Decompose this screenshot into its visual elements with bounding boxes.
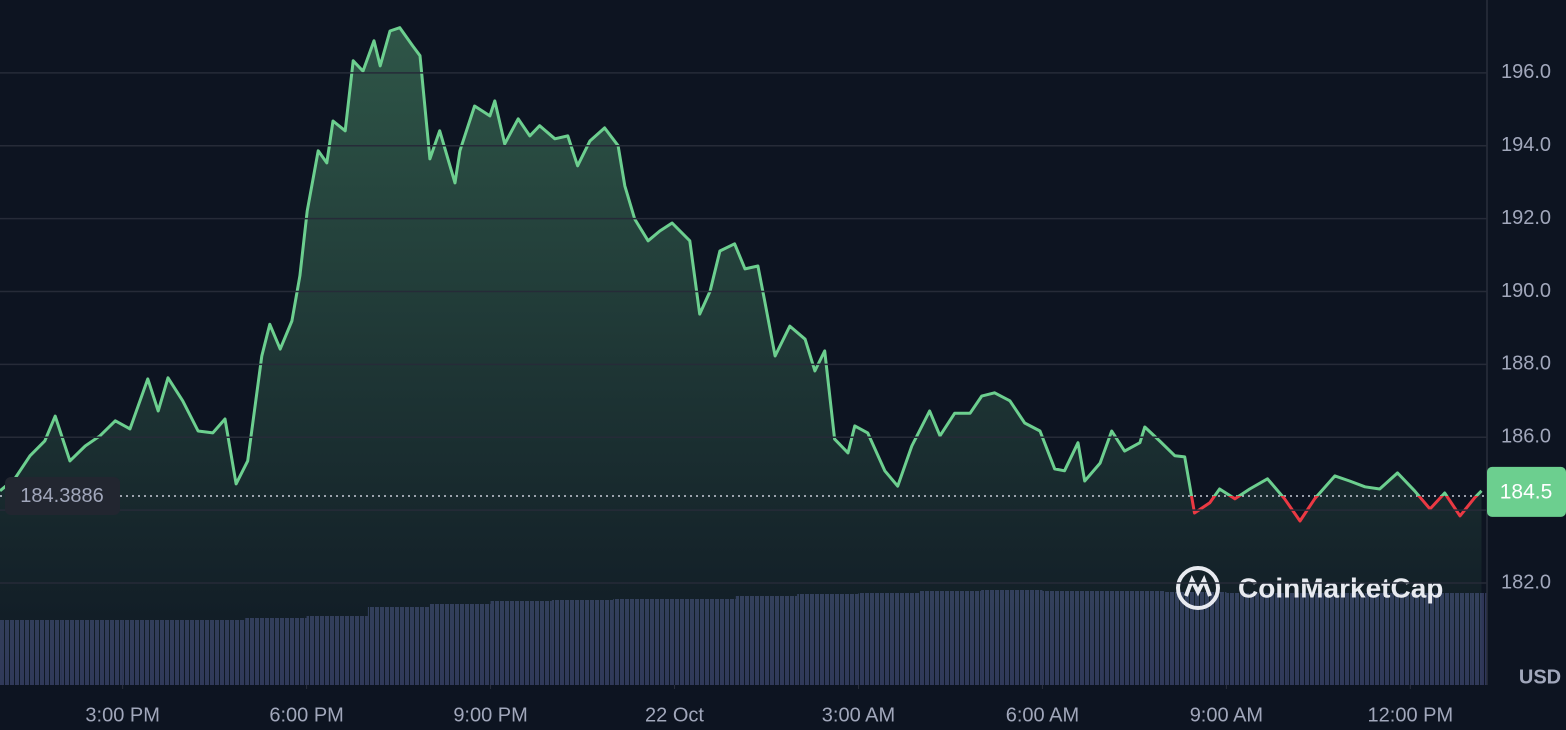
x-tick-label: 6:00 AM [1006, 704, 1079, 726]
price-line [0, 26, 1483, 523]
unit-label: USD [1519, 666, 1561, 688]
x-tick-label: 22 Oct [645, 704, 704, 726]
y-tick-label: 190.0 [1501, 280, 1551, 302]
watermark-logo [1176, 566, 1220, 610]
y-tick-label: 186.0 [1501, 426, 1551, 448]
current-price-box [1487, 466, 1566, 517]
price-area [0, 27, 1482, 685]
x-tick-label: 9:00 PM [453, 704, 527, 726]
reference-label: 184.3886 [20, 485, 103, 507]
watermark: CoinMarketCap [1176, 566, 1443, 610]
current-price-label: 184.5 [1500, 480, 1553, 503]
x-tick-label: 6:00 PM [269, 704, 343, 726]
x-tick-label: 3:00 AM [822, 704, 895, 726]
y-tick-label: 196.0 [1501, 61, 1551, 83]
watermark-logo-mark [1184, 575, 1212, 597]
watermark-text: CoinMarketCap [1238, 572, 1443, 603]
y-tick-label: 182.0 [1501, 571, 1551, 593]
reference-label-box [5, 476, 120, 515]
y-tick-label: 194.0 [1501, 134, 1551, 156]
y-tick-label: 192.0 [1501, 207, 1551, 229]
x-tick-label: 12:00 PM [1368, 704, 1454, 726]
y-tick-label: 188.0 [1501, 353, 1551, 375]
x-tick-label: 9:00 AM [1190, 704, 1263, 726]
x-tick-label: 3:00 PM [85, 704, 159, 726]
